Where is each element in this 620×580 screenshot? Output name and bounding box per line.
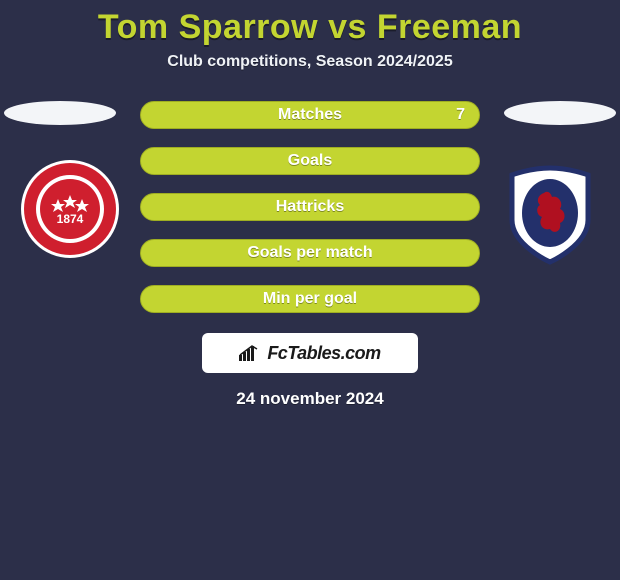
- stat-value: 7: [456, 106, 465, 124]
- page-title: Tom Sparrow vs Freeman: [0, 0, 620, 47]
- subtitle: Club competitions, Season 2024/2025: [0, 53, 620, 71]
- brand-chart-icon: [239, 345, 261, 361]
- stat-row: Hattricks: [140, 193, 480, 221]
- stat-rows: Matches 7 Goals Hattricks Goals per match Min…: [140, 101, 480, 313]
- club-badge-left-svg: 1874: [20, 159, 120, 259]
- brand-text: FcTables.com: [267, 343, 380, 364]
- date-label: 24 november 2024: [0, 389, 620, 409]
- player-oval-right: [504, 101, 616, 125]
- brand-pill: FcTables.com: [202, 333, 418, 373]
- subtitle-text: Club competitions, Season 2024/2025: [167, 53, 452, 70]
- stat-label: Matches: [278, 106, 342, 124]
- stat-label: Min per goal: [263, 290, 357, 308]
- stat-label: Goals per match: [247, 244, 372, 262]
- club-badge-right: [500, 165, 600, 265]
- stat-label: Goals: [288, 152, 332, 170]
- club-badge-left: 1874: [20, 159, 120, 259]
- club-badge-right-svg: [500, 165, 600, 265]
- stat-row: Matches 7: [140, 101, 480, 129]
- player-oval-left: [4, 101, 116, 125]
- date-text: 24 november 2024: [236, 389, 383, 408]
- left-year: 1874: [57, 212, 84, 226]
- stat-row: Goals: [140, 147, 480, 175]
- stat-label: Hattricks: [276, 198, 344, 216]
- comparison-stage: 1874 Matches 7 Goals Hattricks Goals per mat…: [0, 101, 620, 409]
- stat-row: Min per goal: [140, 285, 480, 313]
- stat-row: Goals per match: [140, 239, 480, 267]
- left-core: [40, 179, 100, 239]
- title-text: Tom Sparrow vs Freeman: [98, 8, 522, 46]
